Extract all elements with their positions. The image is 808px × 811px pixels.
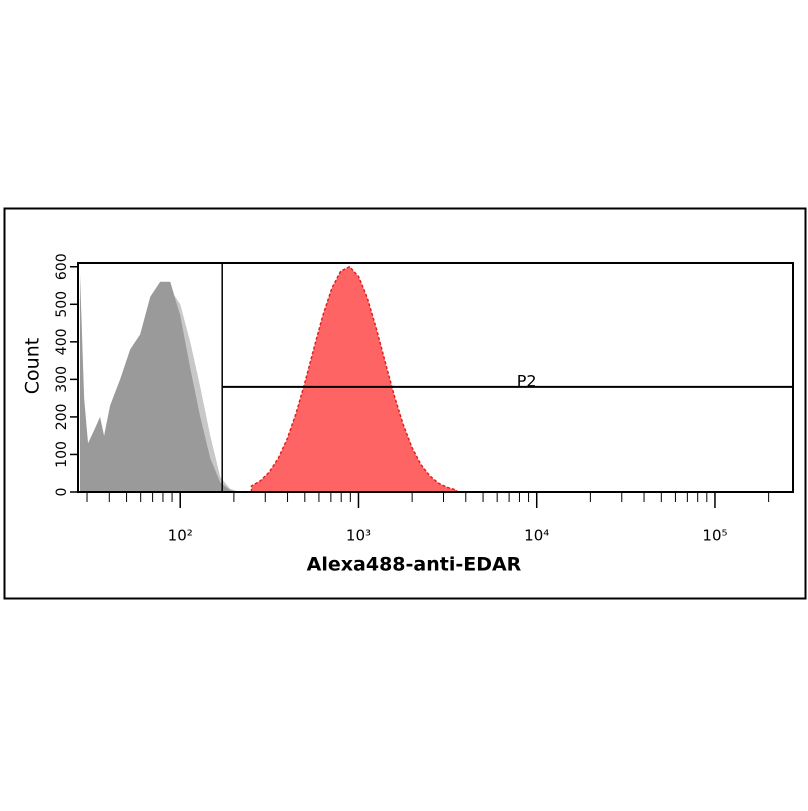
y-tick-label: 400: [54, 328, 70, 355]
y-axis-label: Count: [22, 338, 44, 394]
gate-label: P2: [517, 371, 537, 390]
histogram-area: [80, 274, 241, 492]
y-tick-label: 600: [54, 253, 70, 280]
y-tick-label: 300: [54, 366, 70, 393]
y-tick-label: 200: [54, 404, 70, 431]
x-tick-label: 10⁴: [524, 527, 549, 545]
x-tick-label: 10³: [346, 527, 371, 545]
histogram-area: [250, 265, 458, 493]
outer-frame: [3, 207, 807, 600]
plot-frame: [77, 262, 794, 493]
plot-area: 0 100 200 300 400 500 600 10² 10³ 10⁴ 10⁵ P2: [54, 253, 794, 545]
y-tick-label: 0: [54, 488, 70, 497]
x-tick-label: 10⁵: [702, 527, 727, 545]
y-tick-label: 500: [54, 291, 70, 318]
x-tick-label: 10²: [168, 527, 193, 545]
x-axis-label: Alexa488-anti-EDAR: [307, 554, 522, 576]
y-tick-label: 100: [54, 441, 70, 468]
